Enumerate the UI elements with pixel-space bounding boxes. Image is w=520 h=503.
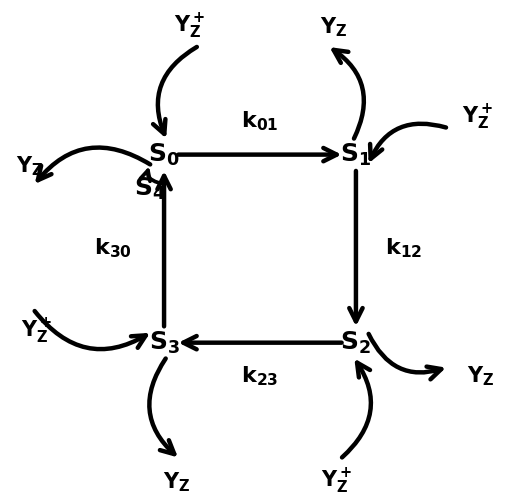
Text: $\mathbf{Y_Z}$: $\mathbf{Y_Z}$ [163, 470, 190, 493]
Text: $\mathbf{k_{01}}$: $\mathbf{k_{01}}$ [241, 109, 279, 133]
Text: $\mathbf{k_{30}}$: $\mathbf{k_{30}}$ [94, 237, 132, 261]
Text: $\mathbf{S_1}$: $\mathbf{S_1}$ [341, 141, 371, 167]
Text: $\mathbf{Y_Z^+}$: $\mathbf{Y_Z^+}$ [462, 102, 493, 132]
Text: $\mathbf{Y_Z^+}$: $\mathbf{Y_Z^+}$ [174, 12, 205, 41]
Text: $\mathbf{Y_Z^+}$: $\mathbf{Y_Z^+}$ [21, 317, 51, 346]
Text: $\mathbf{Y_Z}$: $\mathbf{Y_Z}$ [16, 154, 44, 178]
Text: $\mathbf{S_2}$: $\mathbf{S_2}$ [341, 329, 371, 356]
Text: $\mathbf{k_{12}}$: $\mathbf{k_{12}}$ [385, 237, 423, 261]
Text: $\mathbf{k_{23}}$: $\mathbf{k_{23}}$ [241, 365, 279, 388]
Text: $\mathbf{S_4}$: $\mathbf{S_4}$ [134, 176, 166, 202]
Text: $\mathbf{S_0}$: $\mathbf{S_0}$ [148, 141, 180, 167]
Text: $\mathbf{Y_Z^+}$: $\mathbf{Y_Z^+}$ [321, 467, 352, 496]
Text: $\mathbf{S_3}$: $\mathbf{S_3}$ [149, 329, 179, 356]
Text: $\mathbf{Y_Z}$: $\mathbf{Y_Z}$ [320, 15, 347, 39]
Text: $\mathbf{Y_Z}$: $\mathbf{Y_Z}$ [467, 365, 495, 388]
